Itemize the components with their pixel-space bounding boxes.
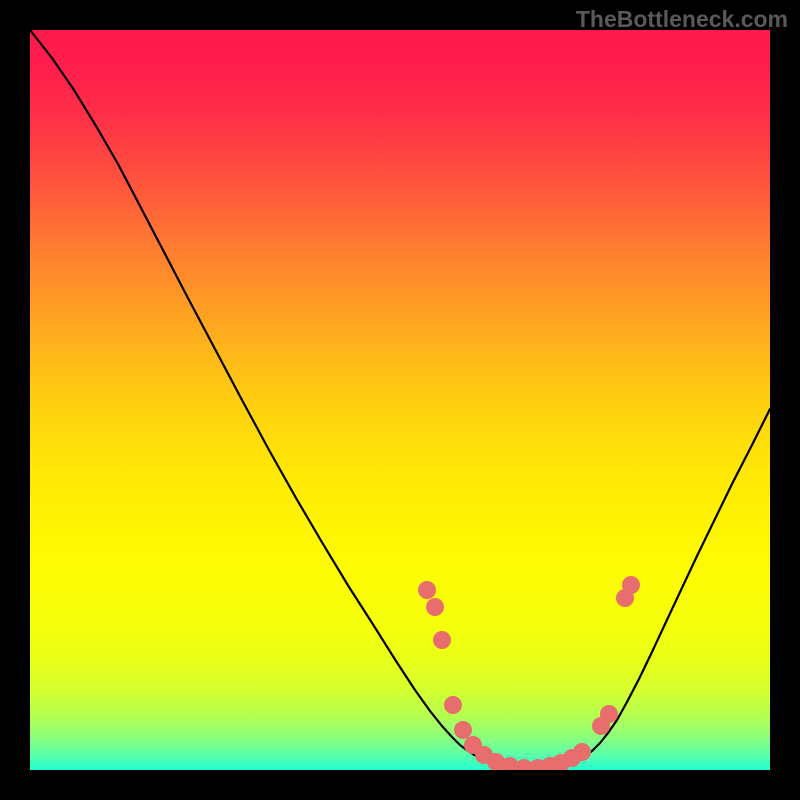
plot-area <box>30 30 770 770</box>
watermark-text: TheBottleneck.com <box>576 6 788 33</box>
curve-markers <box>30 30 770 770</box>
